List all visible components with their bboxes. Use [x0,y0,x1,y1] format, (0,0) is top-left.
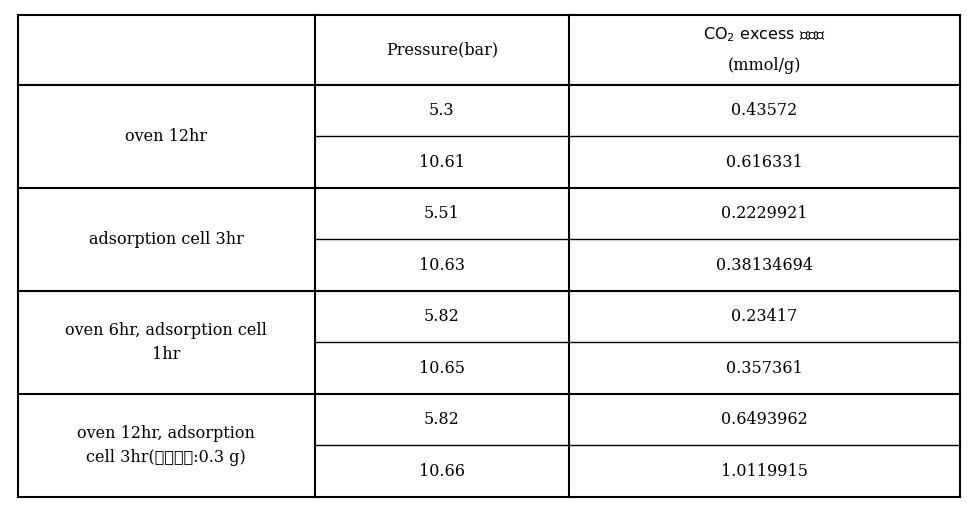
Text: 5.82: 5.82 [424,308,459,325]
Text: 0.357361: 0.357361 [725,360,802,377]
Text: 0.6493962: 0.6493962 [720,411,807,428]
Text: cell 3hr(시료질량:0.3 g): cell 3hr(시료질량:0.3 g) [86,449,246,465]
Text: 0.43572: 0.43572 [731,102,797,119]
Text: (mmol/g): (mmol/g) [727,57,800,74]
Text: 0.2229921: 0.2229921 [721,205,807,222]
Text: adsorption cell 3hr: adsorption cell 3hr [89,231,243,248]
Text: oven 6hr, adsorption cell: oven 6hr, adsorption cell [65,323,267,339]
Text: 10.61: 10.61 [418,154,464,170]
Text: 5.51: 5.51 [423,205,459,222]
Text: 0.23417: 0.23417 [731,308,797,325]
Text: Pressure(bar): Pressure(bar) [386,41,497,58]
Text: 5.82: 5.82 [424,411,459,428]
Text: CO$_2$ excess 흡착량: CO$_2$ excess 흡착량 [702,25,825,44]
Text: 0.616331: 0.616331 [725,154,802,170]
Text: 1.0119915: 1.0119915 [720,463,807,480]
Text: 5.3: 5.3 [429,102,454,119]
Text: 1hr: 1hr [152,346,181,362]
Text: 10.63: 10.63 [418,257,464,274]
Text: oven 12hr, adsorption: oven 12hr, adsorption [77,425,255,442]
Text: 0.38134694: 0.38134694 [715,257,812,274]
Text: 10.65: 10.65 [418,360,464,377]
Text: 10.66: 10.66 [418,463,464,480]
Text: oven 12hr: oven 12hr [125,128,207,145]
